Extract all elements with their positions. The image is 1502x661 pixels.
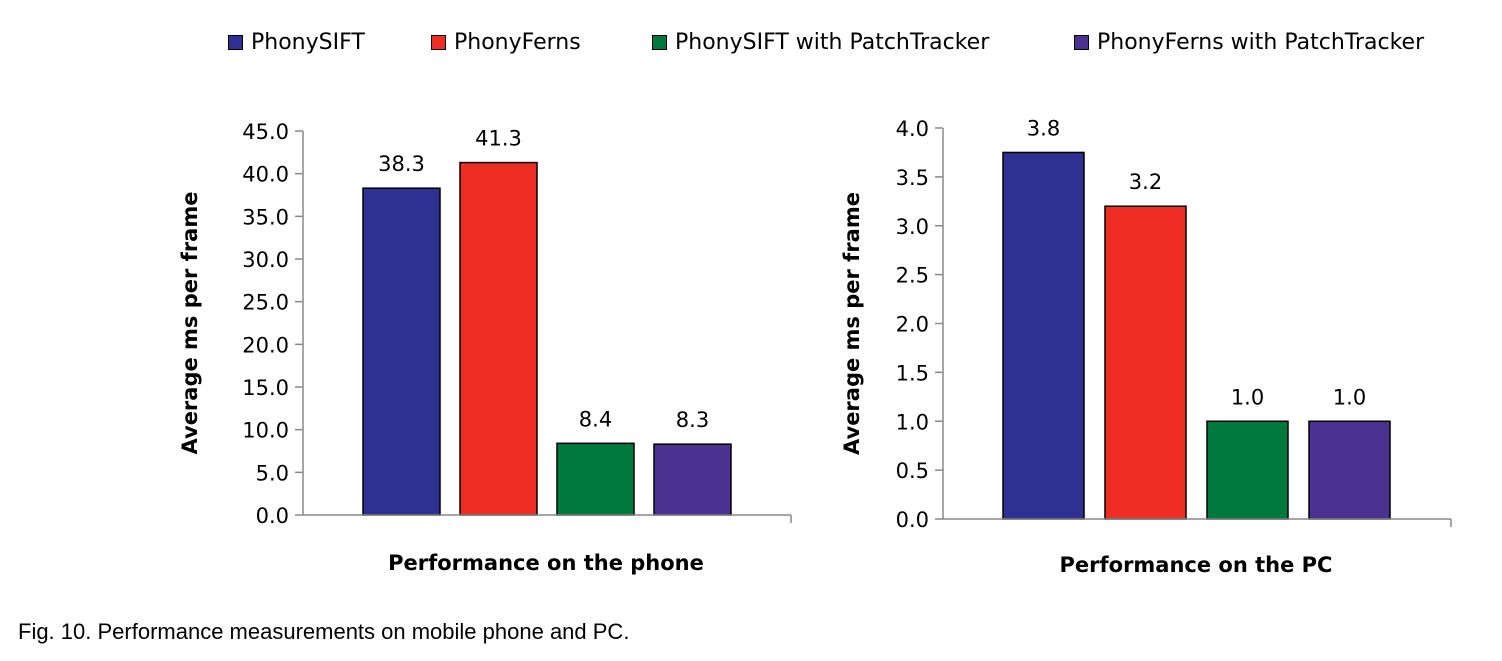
y-tick-label: 1.0 [896, 410, 929, 434]
y-tick-label: 2.5 [896, 264, 929, 288]
bar-1 [362, 187, 441, 516]
legend-swatch-phonyferns-patchtracker [1074, 34, 1089, 50]
y-tick-label: 3.0 [896, 215, 929, 239]
y-tick-label: 35.0 [242, 205, 289, 229]
y-tick-label: 3.5 [896, 166, 929, 190]
bar-2 [1104, 205, 1187, 520]
legend-label-phonysift: PhonySIFT [251, 29, 365, 55]
y-tick-label: 30.0 [242, 248, 289, 272]
y-tick-label: 2.0 [896, 313, 929, 337]
data-label-2: 3.2 [1129, 170, 1162, 194]
y-tick-label: 0.0 [256, 504, 289, 528]
bar-4 [653, 443, 732, 516]
data-label-3: 1.0 [1231, 385, 1264, 409]
legend-swatch-phonyferns [431, 34, 446, 50]
data-label-1: 3.8 [1027, 116, 1060, 140]
y-tick-label: 4.0 [896, 117, 929, 141]
legend-item-phonyferns: PhonyFerns [431, 28, 581, 56]
figure-caption: Fig. 10. Performance measurements on mob… [18, 619, 630, 644]
data-label-1: 38.3 [378, 152, 425, 176]
y-tick-label: 15.0 [242, 376, 289, 400]
data-label-4: 8.3 [676, 408, 709, 432]
legend-item-phonysift: PhonySIFT [228, 28, 365, 56]
bar-1 [1002, 151, 1085, 520]
y-tick-label: 25.0 [242, 291, 289, 315]
data-label-3: 8.4 [579, 407, 612, 431]
legend-label-phonyferns-patchtracker: PhonyFerns with PatchTracker [1097, 29, 1425, 55]
legend-item-phonyferns-patchtracker: PhonyFerns with PatchTracker [1074, 28, 1424, 56]
y-axis-title: Average ms per frame [178, 192, 202, 455]
legend-swatch-phonysift-patchtracker [652, 34, 667, 50]
y-axis-title: Average ms per frame [840, 192, 864, 455]
x-axis-title: Performance on the phone [388, 551, 704, 575]
y-tick-label: 0.0 [896, 508, 929, 532]
y-tick-label: 5.0 [256, 461, 289, 485]
y-tick-label: 10.0 [242, 419, 289, 443]
y-tick-label: 20.0 [242, 333, 289, 357]
bar-3 [1206, 420, 1289, 520]
data-label-4: 1.0 [1333, 385, 1366, 409]
legend-swatch-phonysift [228, 34, 243, 50]
bar-4 [1308, 420, 1391, 520]
chart-legend: PhonySIFT PhonyFerns PhonySIFT with Patc… [0, 0, 1502, 80]
legend-label-phonysift-patchtracker: PhonySIFT with PatchTracker [675, 29, 990, 55]
bar-3 [556, 442, 635, 516]
x-axis-title: Performance on the PC [1060, 553, 1333, 577]
legend-item-phonysift-patchtracker: PhonySIFT with PatchTracker [652, 28, 989, 56]
y-tick-label: 1.5 [896, 361, 929, 385]
y-tick-label: 0.5 [896, 459, 929, 483]
y-tick-label: 45.0 [242, 120, 289, 144]
legend-label-phonyferns: PhonyFerns [454, 29, 581, 55]
y-tick-label: 40.0 [242, 163, 289, 187]
data-label-2: 41.3 [475, 127, 522, 151]
bar-2 [459, 161, 538, 516]
